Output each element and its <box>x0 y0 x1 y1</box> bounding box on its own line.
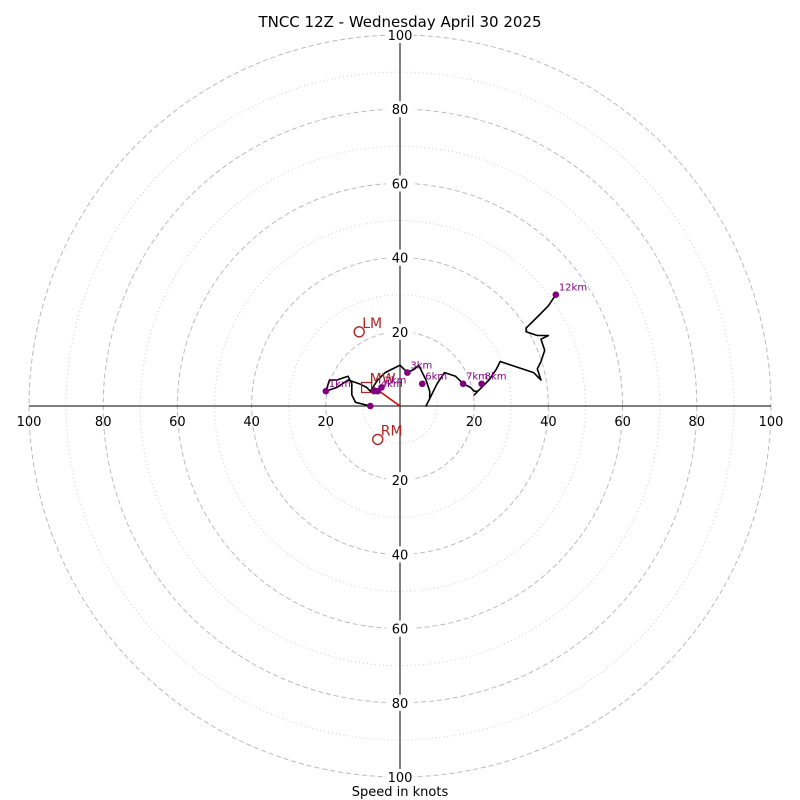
hodograph-line <box>325 294 557 407</box>
height-marker <box>459 380 467 388</box>
x-tick-label: 20 <box>318 415 335 430</box>
x-tick-label: 40 <box>243 415 260 430</box>
height-marker <box>374 387 382 395</box>
x-tick-label: 100 <box>759 415 784 430</box>
rm-motion-marker <box>372 433 384 446</box>
y-tick-label: 60 <box>392 623 409 638</box>
mean-wind-marker <box>361 381 373 394</box>
height-marker <box>418 380 426 388</box>
x-tick-label: 20 <box>466 415 483 430</box>
y-tick-bg <box>386 323 414 340</box>
y-tick-bg <box>386 546 414 563</box>
y-tick-bg <box>386 694 414 711</box>
height-marker <box>367 402 374 410</box>
x-tick-label: 80 <box>689 415 706 430</box>
height-marker-label: 7km <box>466 372 488 383</box>
storm-motion-label: MW <box>370 371 396 387</box>
y-tick-bg <box>386 27 414 43</box>
tick-labels: 100 80 60 40 20 20 40 60 80 100 100 80 60 40 20 20 40 60 8… <box>17 27 784 786</box>
height-marker-label: 1km <box>329 379 351 390</box>
height-marker <box>322 387 330 395</box>
height-marker-label: 12km <box>559 283 587 294</box>
storm-motion-label: RM <box>381 423 403 439</box>
x-axis-label: Speed in knots <box>352 785 449 800</box>
y-tick-label: 80 <box>392 697 409 712</box>
height-marker <box>552 291 560 299</box>
height-marker-label: 2km <box>384 375 406 386</box>
x-tick-label: 100 <box>17 415 42 430</box>
height-marker <box>478 380 485 388</box>
height-marker-label: 4km <box>381 379 403 390</box>
x-tick-label: 40 <box>540 415 557 430</box>
y-tick-label: 60 <box>392 177 409 192</box>
x-tick-label: 80 <box>95 415 112 430</box>
y-tick-bg <box>386 620 414 637</box>
height-marker <box>404 369 411 376</box>
height-marker-label: 3km <box>410 361 432 372</box>
height-marker-label: 8km <box>485 372 507 383</box>
y-tick-bg <box>386 769 414 785</box>
wind-trace <box>325 294 557 407</box>
height-marker-label: 6km <box>425 372 447 383</box>
y-tick-label: 80 <box>392 103 409 118</box>
y-tick-bg <box>386 175 414 192</box>
x-tick-label: 60 <box>169 415 186 430</box>
x-tick-label: 60 <box>614 415 631 430</box>
chart-title: TNCC 12Z - Wednesday April 30 2025 <box>257 13 541 31</box>
y-tick-label: 20 <box>392 326 409 341</box>
y-tick-label: 20 <box>392 474 409 489</box>
y-tick-bg <box>386 249 414 266</box>
y-tick-label: 100 <box>388 771 413 786</box>
y-tick-label: 40 <box>392 548 409 563</box>
y-tick-label: 40 <box>392 252 409 267</box>
storm-motion-label: LM <box>362 316 382 332</box>
y-tick-bg <box>386 472 414 489</box>
y-tick-bg <box>386 101 414 118</box>
lm-motion-marker <box>353 326 365 338</box>
y-tick-label: 100 <box>388 29 413 44</box>
